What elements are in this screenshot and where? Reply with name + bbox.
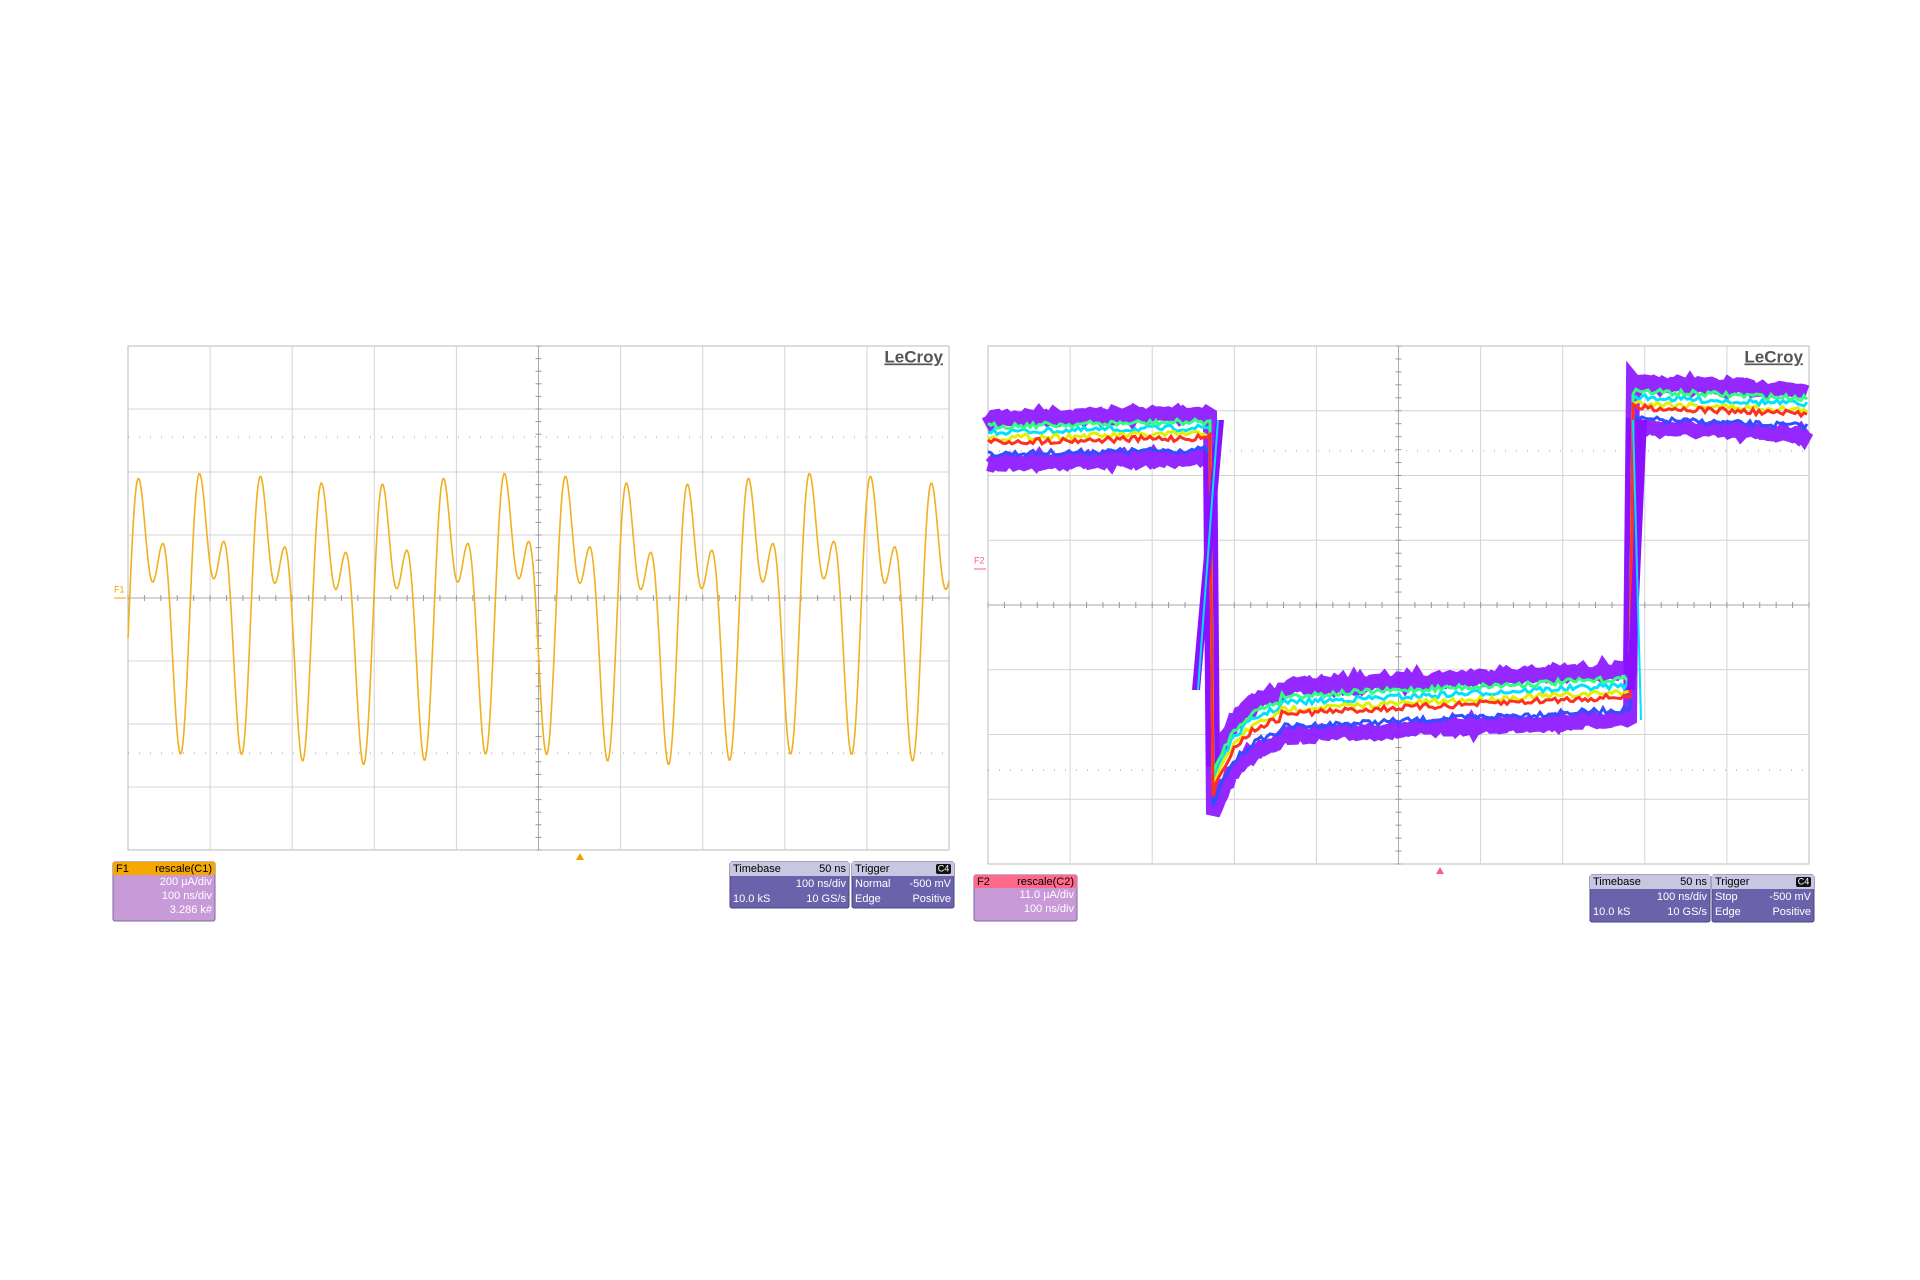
trigger-source-badge (1796, 877, 1811, 887)
trigger-type: Edge (855, 893, 881, 905)
trigger-mode: Normal (855, 878, 890, 890)
timebase-delay: 50 ns (819, 863, 846, 875)
trigger-source: C4 (1798, 876, 1810, 886)
timebase-rate: 10 GS/s (806, 893, 846, 905)
channel-line: 100 ns/div (162, 890, 213, 902)
waveform (127, 472, 950, 766)
trace-marker: F2 (974, 555, 985, 565)
trigger-type: Edge (1715, 906, 1741, 918)
trigger-title: Trigger (1715, 876, 1750, 888)
trigger-header (852, 862, 954, 876)
timebase-samples: 10.0 kS (1593, 906, 1630, 918)
persistence-edge (1197, 419, 1219, 691)
channel-function: rescale(C1) (155, 863, 212, 875)
channel-id: F1 (116, 863, 129, 875)
timebase-rate: 10 GS/s (1667, 906, 1707, 918)
logo: LeCroy (884, 347, 943, 366)
trigger-title: Trigger (855, 863, 890, 875)
persistence-trace (987, 387, 1809, 776)
trigger-level: -500 mV (909, 878, 951, 890)
trigger-slope: Positive (1772, 906, 1811, 918)
persistence-edge (1632, 419, 1642, 721)
trigger-header (1712, 875, 1814, 889)
channel-header (113, 862, 215, 875)
timebase-header (730, 862, 849, 876)
scope-panel: LeCroy F1 F1 rescale(C1)200 µA/div 100 ns/di… (112, 345, 955, 922)
channel-header (974, 875, 1077, 888)
channel-id: F2 (977, 876, 990, 888)
timebase-scale: 100 ns/div (796, 878, 847, 890)
channel-line: 200 µA/div (160, 876, 213, 888)
persistence-trace (987, 392, 1809, 785)
timebase-samples: 10.0 kS (733, 893, 770, 905)
persistence-trace (987, 414, 1809, 807)
trigger-mode: Stop (1715, 891, 1738, 903)
timebase-scale: 100 ns/div (1657, 891, 1708, 903)
trigger-marker (576, 853, 584, 860)
timebase-delay: 50 ns (1680, 876, 1707, 888)
channel-function: rescale(C2) (1017, 876, 1074, 888)
persistence-trace (981, 360, 1810, 769)
timebase-title: Timebase (733, 863, 781, 875)
persistence-trace (987, 401, 1808, 797)
trigger-level: -500 mV (1769, 891, 1811, 903)
trigger-slope: Positive (912, 893, 951, 905)
trigger-source-badge (936, 864, 951, 874)
persistence-trace (985, 417, 1814, 818)
logo: LeCroy (1744, 347, 1803, 366)
timebase-header (1590, 875, 1710, 889)
channel-line: 3.286 k# (170, 904, 213, 916)
trace-marker: F1 (114, 584, 125, 594)
persistence-trace (987, 399, 1809, 792)
scope-panel: LeCroy F2 F2 rescale(C2)11.0 µA/div 100 ns/d… (973, 345, 1815, 923)
trigger-source: C4 (938, 863, 950, 873)
trigger-marker (1436, 867, 1444, 874)
timebase-title: Timebase (1593, 876, 1641, 888)
channel-line: 11.0 µA/div (1020, 889, 1075, 901)
channel-line: 100 ns/div (1024, 903, 1075, 915)
